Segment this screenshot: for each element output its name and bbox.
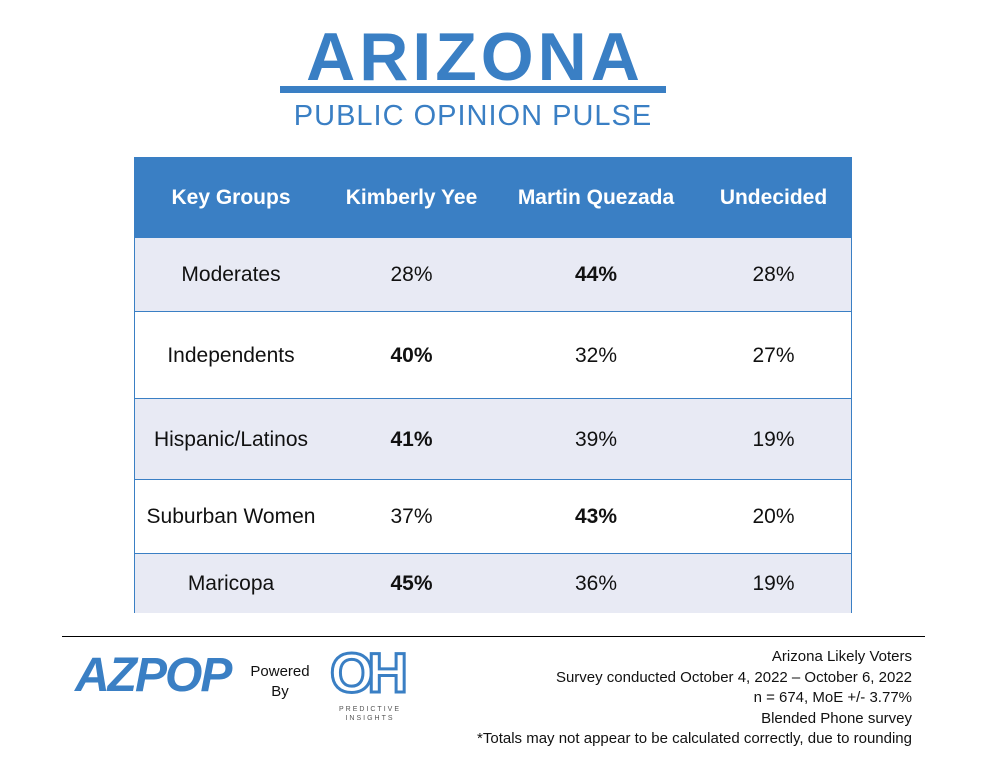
table-cell: 39% — [574, 427, 618, 451]
table-cell: 19% — [752, 571, 795, 595]
table-row: Hispanic/Latinos 41% 39% 19% — [135, 398, 851, 480]
table-cell: 28% — [752, 263, 795, 286]
partner-name: INSIGHTS — [345, 715, 395, 722]
table-cell: 45% — [390, 571, 433, 595]
powered-by: Powered — [250, 663, 310, 680]
logo: AZPOP — [75, 649, 232, 702]
table-cell: 32% — [574, 343, 618, 367]
footer-rule — [62, 636, 925, 637]
note: n = 674, MoE +/- 3.77% — [753, 689, 912, 706]
partner-logo: OH — [329, 640, 410, 706]
table-cell: 28% — [390, 263, 433, 286]
note: *Totals may not appear to be calculated … — [477, 730, 912, 747]
table-cell: Suburban Women — [146, 505, 316, 528]
header-row: Key Groups Kimberly Yee Martin Quezada Unde… — [135, 158, 851, 237]
table-cell: 44% — [574, 263, 618, 286]
note: Survey conducted October 4, 2022 – Octob… — [555, 669, 912, 686]
title: ARIZONA — [306, 19, 644, 95]
table: Key Groups Kimberly Yee Martin Quezada Unde… — [134, 157, 852, 613]
column-header: Undecided — [719, 185, 828, 209]
table-cell: Hispanic/Latinos — [153, 427, 309, 451]
table-row: Maricopa 45% 36% 19% — [135, 553, 851, 613]
table-cell: Moderates — [181, 263, 281, 286]
table-cell: 40% — [390, 343, 433, 367]
note: Arizona Likely Voters — [771, 648, 912, 665]
table-cell: Independents — [167, 343, 295, 367]
table-cell: 20% — [752, 505, 795, 528]
table-cell: 41% — [390, 427, 433, 451]
table-cell: 19% — [752, 427, 795, 451]
table-row: Independents 40% 32% 27% — [135, 311, 851, 399]
title-rule — [280, 86, 666, 93]
table-row: Moderates 28% 44% 28% — [135, 237, 851, 312]
table-cell: Maricopa — [187, 571, 275, 595]
table-cell: 37% — [390, 505, 433, 528]
powered-by: By — [271, 683, 289, 700]
table-cell: 27% — [752, 343, 795, 367]
column-header: Key Groups — [171, 185, 291, 209]
table-cell: 36% — [574, 571, 618, 595]
subtitle: PUBLIC OPINION PULSE — [293, 100, 653, 132]
column-header: Kimberly Yee — [345, 185, 478, 209]
table-cell: 43% — [574, 505, 618, 528]
note: Blended Phone survey — [761, 710, 912, 727]
partner-name: PREDICTIVE — [338, 706, 401, 713]
table-row: Suburban Women 37% 43% 20% — [135, 479, 851, 554]
column-header: Martin Quezada — [517, 185, 675, 209]
